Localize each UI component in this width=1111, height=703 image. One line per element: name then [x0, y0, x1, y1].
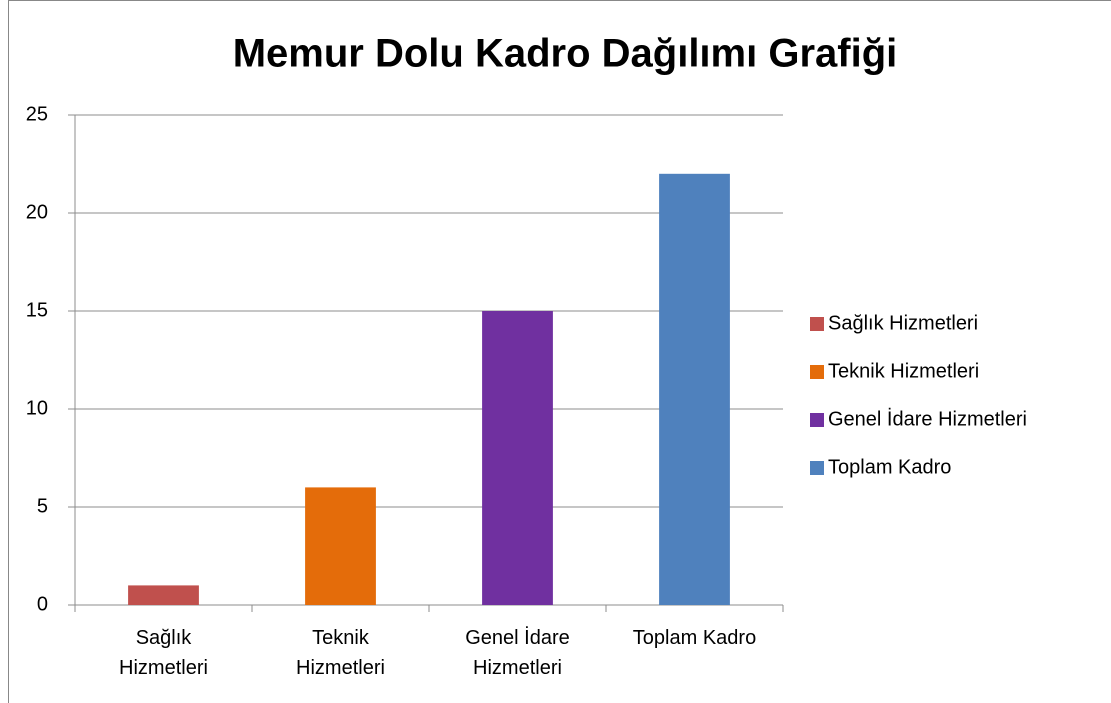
- x-tick-label: Genel İdare Hizmetleri: [465, 627, 570, 679]
- legend-swatch: [810, 317, 824, 331]
- y-tick-label: 0: [37, 593, 48, 615]
- x-tick-label: Teknik Hizmetleri: [296, 627, 385, 679]
- legend-swatch: [810, 461, 824, 475]
- bar: [128, 585, 199, 605]
- legend-label: Toplam Kadro: [828, 456, 951, 478]
- legend-swatch: [810, 365, 824, 379]
- legend-label: Genel İdare Hizmetleri: [828, 407, 1027, 430]
- y-tick-label: 25: [26, 103, 48, 125]
- bar: [305, 487, 376, 605]
- y-tick-label: 10: [26, 397, 48, 419]
- x-tick-label: Sağlık Hizmetleri: [119, 627, 208, 679]
- y-tick-label: 5: [37, 495, 48, 517]
- bar: [659, 173, 730, 606]
- x-tick-label: Toplam Kadro: [632, 627, 757, 649]
- legend-label: Sağlık Hizmetleri: [828, 312, 978, 334]
- legend-swatch: [810, 413, 824, 427]
- chart-title: Memur Dolu Kadro Dağılımı Grafiği: [233, 32, 898, 76]
- y-tick-label: 20: [26, 201, 48, 223]
- bar: [482, 311, 553, 605]
- legend-label: Teknik Hizmetleri: [828, 360, 979, 382]
- y-tick-label: 15: [26, 299, 48, 321]
